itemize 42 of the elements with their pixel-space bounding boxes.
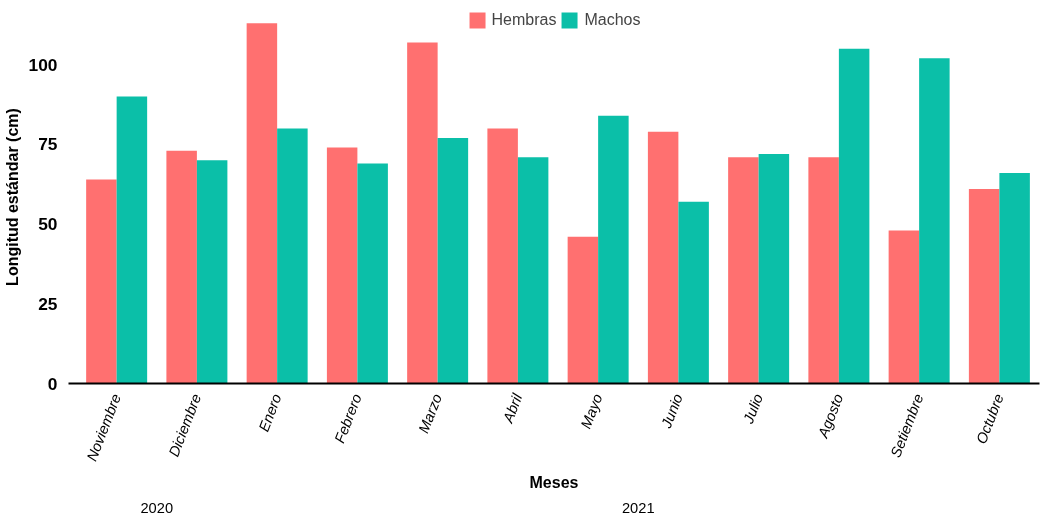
bar xyxy=(919,58,950,384)
bar xyxy=(246,23,278,384)
legend-label: Hembras xyxy=(491,11,557,29)
bar xyxy=(517,157,549,384)
bar xyxy=(647,131,679,384)
bar xyxy=(999,173,1030,384)
x-tick-label: Agosto xyxy=(814,391,847,441)
bar xyxy=(758,153,790,384)
x-tick-label: Mayo xyxy=(577,391,606,431)
bar xyxy=(728,157,759,384)
bar xyxy=(357,163,388,384)
x-tick-label: Enero xyxy=(255,391,285,434)
bar xyxy=(277,128,308,384)
text: 2020 xyxy=(140,499,174,515)
bar xyxy=(166,150,197,384)
bar xyxy=(326,147,358,384)
bar xyxy=(407,42,438,384)
x-tick-label: Junio xyxy=(657,391,686,431)
y-tick-label: 50 xyxy=(38,214,58,235)
y-tick-label: 25 xyxy=(38,293,58,314)
bar xyxy=(487,128,518,384)
text: 2021 xyxy=(621,499,655,515)
x-axis-title: Meses xyxy=(529,474,579,492)
bar xyxy=(437,138,469,384)
bar xyxy=(838,48,870,384)
bar xyxy=(116,96,148,384)
bar xyxy=(968,189,1000,384)
bar xyxy=(196,160,228,384)
x-tick-label: Abril xyxy=(499,390,526,426)
bar xyxy=(598,115,629,384)
bar xyxy=(86,179,117,384)
bar xyxy=(567,236,599,384)
legend-label: Machos xyxy=(584,11,641,29)
y-tick-label: 100 xyxy=(28,54,58,75)
bar xyxy=(808,157,839,384)
bar xyxy=(678,201,709,384)
y-tick-label: 75 xyxy=(38,134,58,155)
bar xyxy=(888,230,920,384)
y-axis-title: Longitud estándar (cm) xyxy=(3,108,21,286)
x-tick-label: Marzo xyxy=(415,391,446,436)
y-tick-label: 0 xyxy=(47,373,58,394)
x-tick-label: Julio xyxy=(739,391,767,427)
